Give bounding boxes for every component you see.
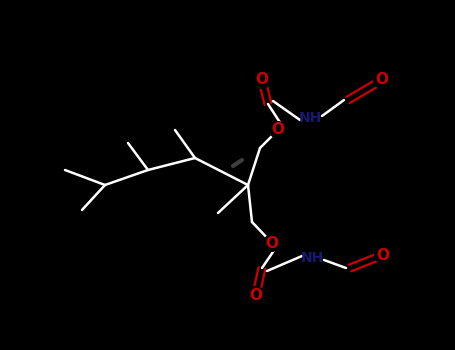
Circle shape [270,122,286,138]
Circle shape [303,111,318,126]
Circle shape [264,235,280,251]
Circle shape [248,287,264,303]
Text: O: O [256,72,268,88]
Text: O: O [376,247,389,262]
Text: NH: NH [300,251,324,265]
Text: O: O [272,122,284,138]
Text: O: O [266,236,278,251]
Circle shape [375,247,391,263]
Circle shape [304,251,319,266]
Text: NH: NH [298,111,322,125]
Text: O: O [375,72,389,88]
Circle shape [254,72,270,88]
Circle shape [374,72,390,88]
Text: O: O [249,287,263,302]
